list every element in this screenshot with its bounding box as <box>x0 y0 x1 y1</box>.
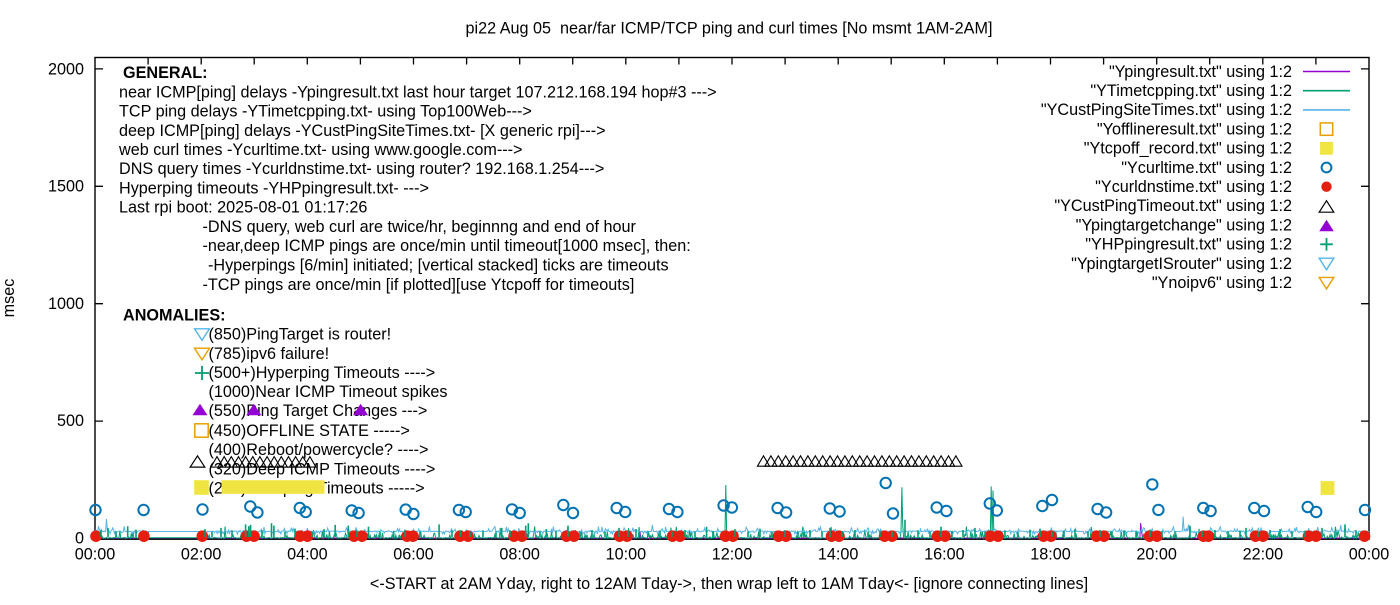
svg-text:500: 500 <box>57 412 84 430</box>
svg-text:08:00: 08:00 <box>499 546 540 564</box>
svg-text:-DNS query, web curl are twice: -DNS query, web curl are twice/hr, begin… <box>203 218 637 236</box>
svg-text:12:00: 12:00 <box>712 546 753 564</box>
svg-text:TCP ping delays -YTimetcpping.: TCP ping delays -YTimetcpping.txt- using… <box>119 103 532 121</box>
svg-text:web curl times -Ycurltime.txt-: web curl times -Ycurltime.txt- using www… <box>118 141 522 159</box>
svg-text:Last rpi boot: 2025-08-01 01:1: Last rpi boot: 2025-08-01 01:17:26 <box>119 199 367 217</box>
svg-text:20:00: 20:00 <box>1136 546 1177 564</box>
svg-text:00:00: 00:00 <box>75 546 116 564</box>
svg-text:ANOMALIES:: ANOMALIES: <box>123 307 226 325</box>
svg-text:"Ycurldnstime.txt" using 1:2: "Ycurldnstime.txt" using 1:2 <box>1095 178 1292 196</box>
svg-text:"YHPpingresult.txt" using 1:2: "YHPpingresult.txt" using 1:2 <box>1085 236 1292 254</box>
svg-text:2000: 2000 <box>48 60 84 78</box>
svg-text:"Ypingresult.txt" using 1:2: "Ypingresult.txt" using 1:2 <box>1109 63 1292 81</box>
svg-text:-Hyperpings [6/min] initiated;: -Hyperpings [6/min] initiated; [vertical… <box>208 257 669 275</box>
svg-text:-near,deep ICMP pings are once: -near,deep ICMP pings are once/min until… <box>203 237 691 255</box>
svg-text:00:00: 00:00 <box>1349 546 1390 564</box>
svg-text:msec: msec <box>0 279 18 318</box>
svg-text:(850)PingTarget is router!: (850)PingTarget is router! <box>209 326 392 344</box>
svg-text:"YCustPingSiteTimes.txt" using: "YCustPingSiteTimes.txt" using 1:2 <box>1041 101 1292 119</box>
svg-text:DNS query times -Ycurldnstime.: DNS query times -Ycurldnstime.txt- using… <box>119 160 604 178</box>
svg-text:(400)Reboot/powercycle? ---->: (400)Reboot/powercycle? ----> <box>209 441 429 459</box>
svg-text:"Ycurltime.txt" using 1:2: "Ycurltime.txt" using 1:2 <box>1121 159 1292 177</box>
svg-text:"YCustPingTimeout.txt" using 1: "YCustPingTimeout.txt" using 1:2 <box>1054 197 1292 215</box>
svg-text:0: 0 <box>75 530 84 548</box>
svg-text:"Ynoipv6" using 1:2: "Ynoipv6" using 1:2 <box>1152 274 1292 292</box>
svg-text:Hyperping timeouts -YHPpingres: Hyperping timeouts -YHPpingresult.txt- -… <box>119 180 429 198</box>
svg-text:14:00: 14:00 <box>818 546 859 564</box>
svg-text:1500: 1500 <box>48 178 84 196</box>
svg-text:(550)Ping Target Changes --->: (550)Ping Target Changes ---> <box>209 402 428 420</box>
svg-text:"YTimetcpping.txt" using 1:2: "YTimetcpping.txt" using 1:2 <box>1090 82 1292 100</box>
svg-text:<-START at 2AM Yday, right to: <-START at 2AM Yday, right to 12AM Tday-… <box>370 575 1088 593</box>
svg-text:(785)ipv6 failure!: (785)ipv6 failure! <box>209 345 330 363</box>
svg-text:"Ytcpoff_record.txt" using 1:2: "Ytcpoff_record.txt" using 1:2 <box>1084 140 1292 158</box>
svg-text:04:00: 04:00 <box>287 546 328 564</box>
svg-text:"Ypingtargetchange" using 1:2: "Ypingtargetchange" using 1:2 <box>1076 216 1292 234</box>
svg-text:deep ICMP[ping] delays -YCustP: deep ICMP[ping] delays -YCustPingSiteTim… <box>119 122 606 140</box>
svg-text:18:00: 18:00 <box>1030 546 1071 564</box>
svg-text:1000: 1000 <box>48 295 84 313</box>
svg-text:06:00: 06:00 <box>393 546 434 564</box>
svg-text:"Yofflineresult.txt" using 1:2: "Yofflineresult.txt" using 1:2 <box>1097 120 1292 138</box>
svg-text:near ICMP[ping] delays -Ypingr: near ICMP[ping] delays -Ypingresult.txt … <box>119 84 717 102</box>
svg-text:10:00: 10:00 <box>606 546 647 564</box>
svg-text:-TCP pings are once/min [if pl: -TCP pings are once/min [if plotted][use… <box>203 276 635 294</box>
svg-text:02:00: 02:00 <box>181 546 222 564</box>
svg-text:GENERAL:: GENERAL: <box>123 64 208 82</box>
svg-text:16:00: 16:00 <box>924 546 965 564</box>
svg-text:"YpingtargetISrouter" using 1:: "YpingtargetISrouter" using 1:2 <box>1071 255 1292 273</box>
svg-text:(500+)Hyperping Timeouts ---->: (500+)Hyperping Timeouts ----> <box>209 364 436 382</box>
svg-text:(450)OFFLINE STATE ----->: (450)OFFLINE STATE -----> <box>209 422 410 440</box>
svg-text:22:00: 22:00 <box>1243 546 1284 564</box>
svg-text:(1000)Near ICMP Timeout spikes: (1000)Near ICMP Timeout spikes <box>209 383 448 401</box>
svg-text:pi22 Aug 05 near/far ICMP/TCP: pi22 Aug 05 near/far ICMP/TCP ping and c… <box>466 20 993 38</box>
